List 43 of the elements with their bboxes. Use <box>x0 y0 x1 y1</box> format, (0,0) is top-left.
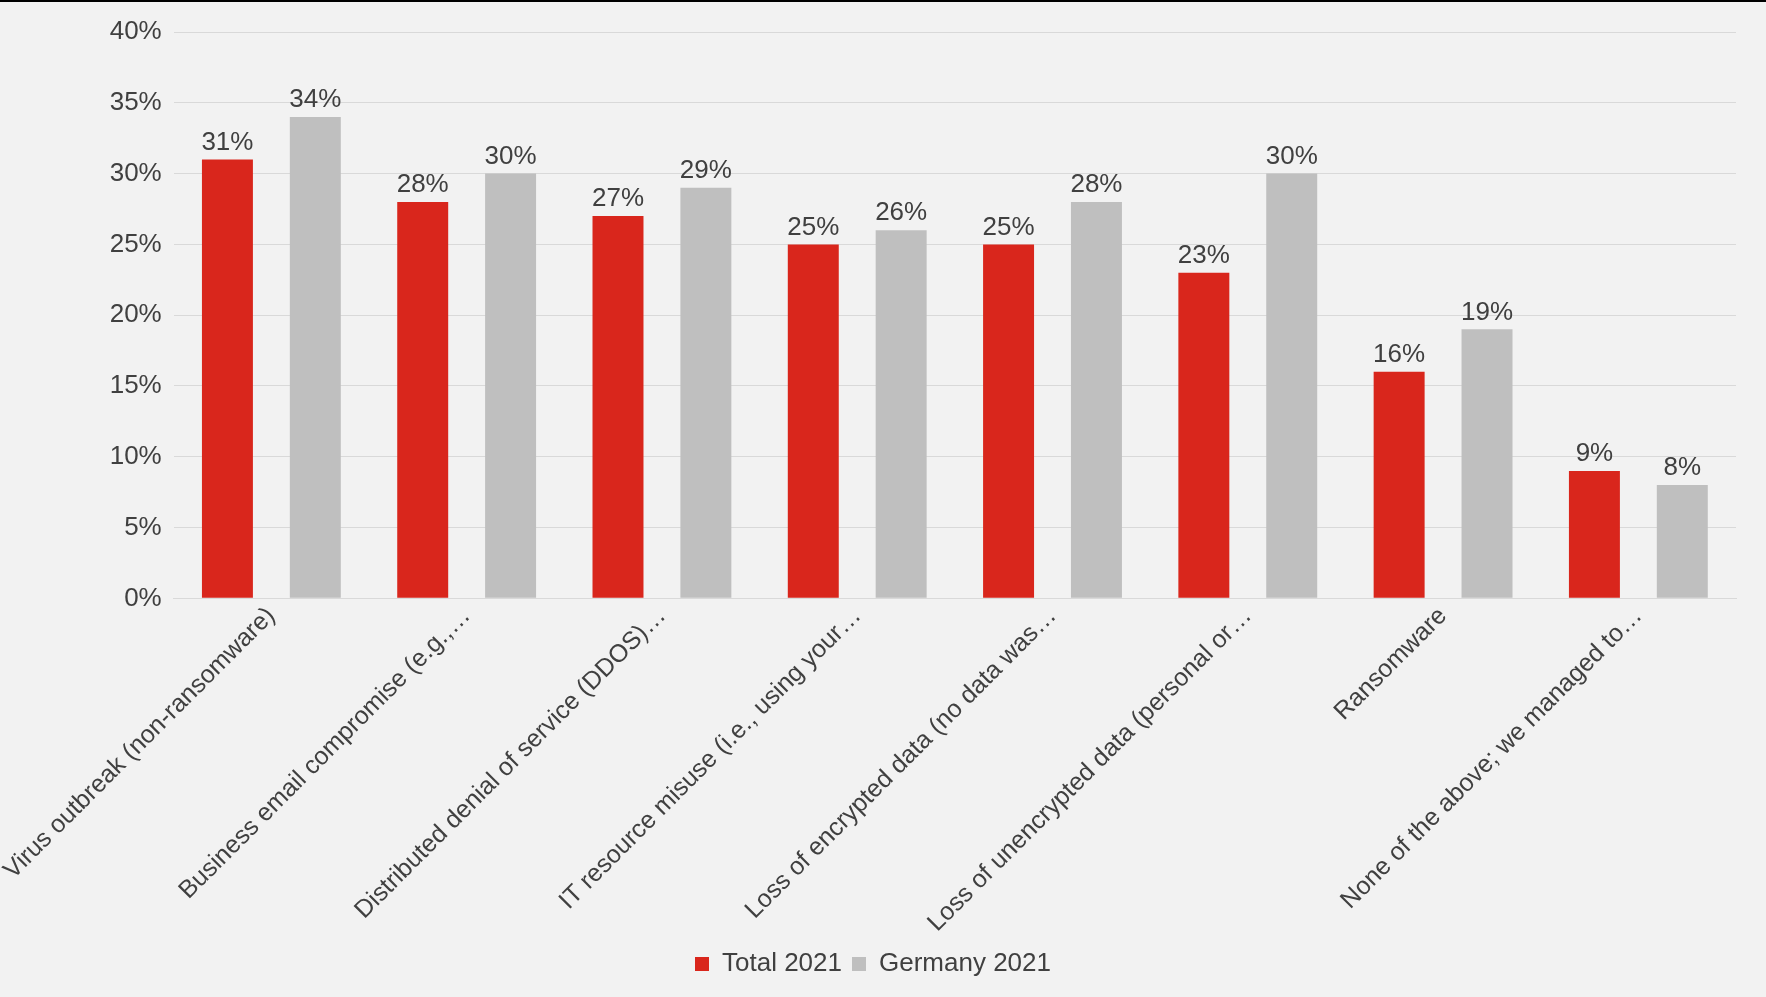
data-label: 19% <box>1460 295 1514 326</box>
data-label: 25% <box>982 210 1035 241</box>
bar <box>787 244 839 598</box>
data-label: 8% <box>1663 451 1702 482</box>
y-tick-label: 35% <box>109 85 162 116</box>
bar <box>289 116 341 598</box>
data-label: 9% <box>1575 437 1614 468</box>
data-label: 16% <box>1373 337 1426 368</box>
bar <box>485 173 537 598</box>
y-tick-label: 30% <box>109 156 162 187</box>
bar <box>1568 470 1620 598</box>
data-label: 30% <box>1265 139 1318 170</box>
data-label: 28% <box>396 168 449 199</box>
bar <box>1461 329 1513 598</box>
data-label: 34% <box>289 83 342 114</box>
y-tick-label: 0% <box>124 581 162 612</box>
y-tick-label: 20% <box>109 298 162 329</box>
data-label: 27% <box>591 182 645 213</box>
legend-label: Total 2021 <box>722 947 842 978</box>
bar <box>592 216 644 598</box>
y-tick-label: 40% <box>109 15 162 46</box>
data-label: 30% <box>484 139 537 170</box>
data-label: 29% <box>679 153 732 184</box>
data-label: 23% <box>1177 238 1230 269</box>
y-tick-label: 10% <box>109 439 162 470</box>
bar <box>397 201 449 598</box>
bar <box>1178 272 1230 598</box>
y-tick-label: 5% <box>124 510 162 541</box>
data-label: 25% <box>787 210 840 241</box>
legend-label: Germany 2021 <box>879 947 1051 978</box>
bar <box>1656 485 1708 598</box>
y-tick-label: 15% <box>109 369 162 400</box>
bar <box>1070 201 1122 598</box>
data-label: 28% <box>1070 168 1123 199</box>
bar <box>1373 371 1425 598</box>
y-tick-label: 25% <box>109 227 162 258</box>
data-label: 31% <box>201 125 254 156</box>
data-label: 26% <box>875 196 928 227</box>
bar <box>201 159 253 598</box>
bar <box>875 230 927 598</box>
bar <box>1266 173 1318 598</box>
bar <box>983 244 1035 598</box>
bar <box>680 187 732 598</box>
